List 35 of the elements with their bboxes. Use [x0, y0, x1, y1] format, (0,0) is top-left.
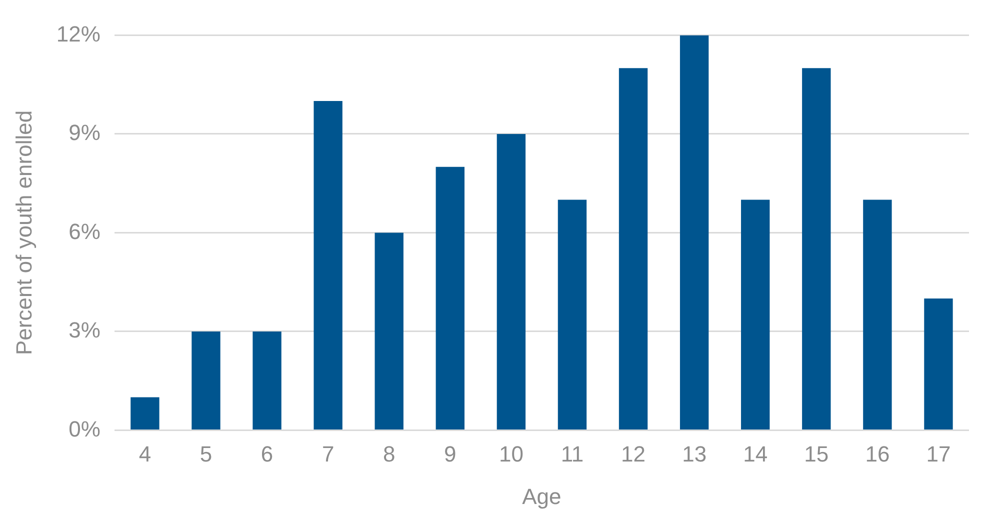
x-tick-label: 4 — [138, 441, 152, 466]
y-tick-label: 12% — [56, 21, 100, 46]
x-tick-label: 5 — [200, 441, 212, 466]
bar — [558, 200, 587, 430]
y-tick-label: 0% — [68, 416, 100, 442]
y-tick-label: 3% — [68, 318, 100, 343]
y-axis-title: Percent of youth enrolled — [11, 110, 36, 356]
bar — [496, 134, 526, 430]
bar — [924, 298, 953, 430]
bar — [192, 331, 220, 430]
y-tick-label: 6% — [68, 218, 100, 244]
bar — [618, 68, 648, 430]
bar — [374, 232, 404, 430]
bar — [436, 166, 464, 430]
bar — [314, 101, 342, 430]
y-tick-label: 9% — [68, 120, 100, 146]
x-tick-label: 14 — [743, 441, 768, 466]
x-tick-label: 9 — [444, 441, 456, 466]
x-tick-label: 11 — [560, 441, 584, 466]
x-tick-label: 17 — [926, 441, 951, 466]
x-tick-label: 8 — [382, 441, 396, 466]
bar — [130, 397, 160, 430]
bar — [741, 200, 770, 430]
x-tick-label: 12 — [621, 441, 646, 466]
bar — [863, 200, 892, 430]
bar — [680, 35, 709, 430]
x-tick-label: 15 — [804, 441, 829, 466]
bar — [802, 68, 831, 430]
x-axis-title: Age — [522, 484, 562, 509]
x-tick-label: 10 — [498, 441, 524, 466]
x-tick-label: 6 — [260, 441, 274, 466]
bar — [252, 331, 282, 430]
x-tick-label: 16 — [865, 441, 890, 466]
x-tick-label: 13 — [682, 441, 707, 466]
x-tick-label: 7 — [322, 441, 334, 466]
